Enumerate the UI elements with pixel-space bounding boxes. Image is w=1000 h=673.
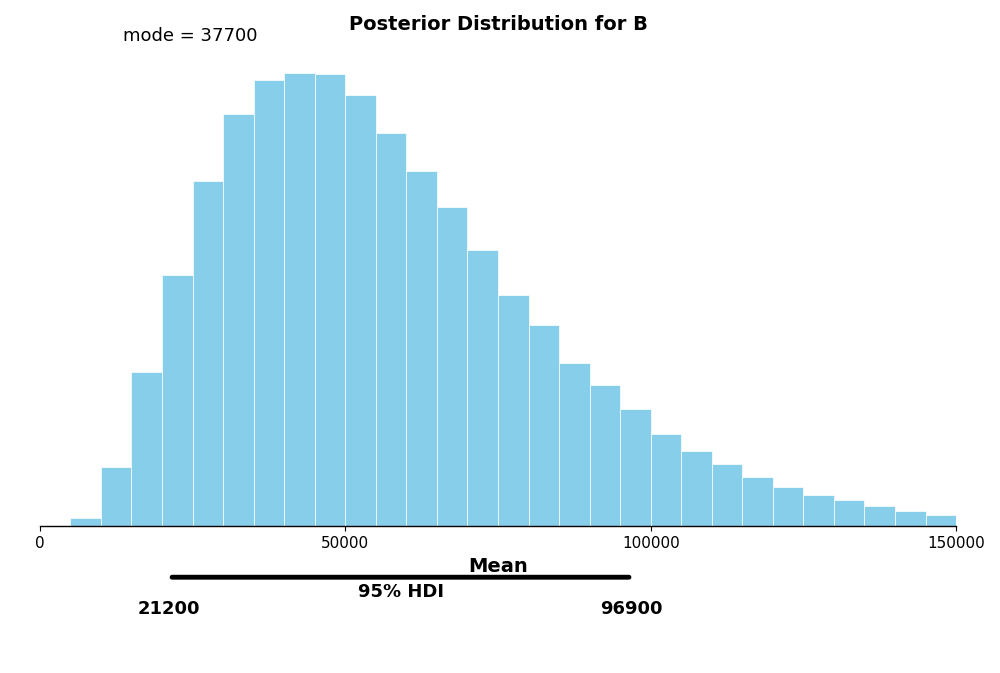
Bar bbox=[926, 515, 956, 526]
Bar bbox=[895, 511, 926, 526]
Bar bbox=[467, 250, 498, 526]
Bar bbox=[193, 180, 223, 526]
Bar bbox=[681, 451, 712, 526]
Bar bbox=[803, 495, 834, 526]
Text: 21200: 21200 bbox=[138, 600, 201, 618]
Bar bbox=[406, 172, 437, 526]
Bar bbox=[376, 133, 406, 526]
Bar bbox=[559, 363, 590, 526]
Bar bbox=[284, 73, 315, 526]
Bar bbox=[498, 295, 529, 526]
Bar bbox=[131, 372, 162, 526]
Bar bbox=[162, 275, 193, 526]
X-axis label: Mean: Mean bbox=[468, 557, 528, 575]
Bar bbox=[529, 324, 559, 526]
Bar bbox=[620, 409, 651, 526]
Bar bbox=[834, 500, 864, 526]
Bar bbox=[101, 467, 131, 526]
Text: 95% HDI: 95% HDI bbox=[358, 583, 444, 601]
Bar bbox=[254, 81, 284, 526]
Bar bbox=[315, 74, 345, 526]
Bar bbox=[773, 487, 803, 526]
Title: Posterior Distribution for B: Posterior Distribution for B bbox=[349, 15, 647, 34]
Bar bbox=[70, 518, 101, 526]
Bar bbox=[223, 114, 254, 526]
Bar bbox=[742, 477, 773, 526]
Text: 96900: 96900 bbox=[601, 600, 663, 618]
Bar bbox=[651, 433, 681, 526]
Bar bbox=[712, 464, 742, 526]
Bar bbox=[437, 207, 467, 526]
Bar bbox=[345, 95, 376, 526]
Bar bbox=[864, 506, 895, 526]
Text: mode = 37700: mode = 37700 bbox=[123, 27, 258, 45]
Bar bbox=[590, 385, 620, 526]
